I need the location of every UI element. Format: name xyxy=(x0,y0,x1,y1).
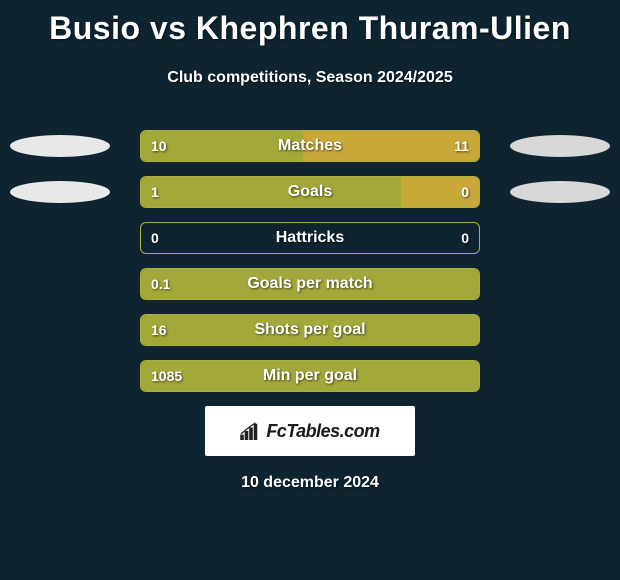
stat-row: 16Shots per goal xyxy=(0,314,620,346)
player-left-badge xyxy=(10,181,110,203)
player-left-badge xyxy=(10,135,110,157)
bar-track: 0.1Goals per match xyxy=(140,268,480,300)
player-right-badge xyxy=(510,181,610,203)
stat-row: 10Goals xyxy=(0,176,620,208)
stat-left-value: 0 xyxy=(151,223,159,253)
stat-right-value: 0 xyxy=(461,223,469,253)
stat-row: 0.1Goals per match xyxy=(0,268,620,300)
bar-fill-right xyxy=(401,177,479,207)
player-right-badge xyxy=(510,135,610,157)
bar-track: 0 0Hattricks xyxy=(140,222,480,254)
stat-row: 1011Matches xyxy=(0,130,620,162)
bar-track: 1011Matches xyxy=(140,130,480,162)
logo-box: FcTables.com xyxy=(205,406,415,456)
page-title: Busio vs Khephren Thuram-Ulien xyxy=(0,0,620,47)
bar-track: 10Goals xyxy=(140,176,480,208)
fctables-icon xyxy=(240,422,262,440)
subtitle: Club competitions, Season 2024/2025 xyxy=(0,69,620,87)
bar-fill-left xyxy=(141,361,479,391)
bar-fill-left xyxy=(141,131,303,161)
stat-label: Hattricks xyxy=(141,223,479,253)
logo-text: FcTables.com xyxy=(266,421,379,442)
comparison-chart: 1011Matches 10Goals 0 0Hattricks 0.1Goals pe… xyxy=(0,130,620,392)
date-line: 10 december 2024 xyxy=(0,474,620,492)
bar-fill-right xyxy=(303,131,479,161)
bar-fill-left xyxy=(141,269,479,299)
bar-fill-left xyxy=(141,177,401,207)
stat-row: 1085Min per goal xyxy=(0,360,620,392)
bar-fill-left xyxy=(141,315,479,345)
bar-track: 16Shots per goal xyxy=(140,314,480,346)
bar-track: 1085Min per goal xyxy=(140,360,480,392)
stat-row: 0 0Hattricks xyxy=(0,222,620,254)
